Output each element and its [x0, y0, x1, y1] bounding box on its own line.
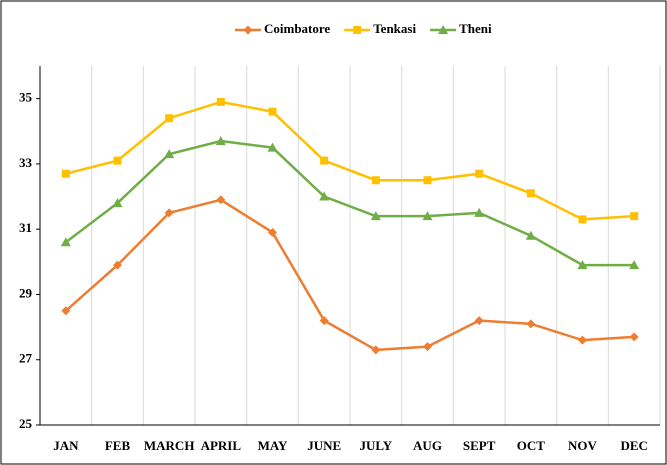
- marker: [578, 215, 587, 224]
- legend-label: Tenkasi: [373, 21, 416, 36]
- marker: [526, 189, 535, 198]
- marker: [215, 136, 226, 146]
- marker: [61, 306, 71, 316]
- x-tick-label: MARCH: [144, 438, 195, 453]
- legend-label: Theni: [459, 21, 492, 36]
- marker: [423, 342, 432, 352]
- marker: [268, 107, 277, 116]
- series-line: [65, 139, 635, 267]
- marker: [578, 335, 587, 345]
- marker: [438, 25, 449, 34]
- series-line: [65, 100, 635, 221]
- marker: [474, 207, 485, 217]
- x-tick-label: JUNE: [307, 438, 341, 453]
- marker: [630, 212, 639, 221]
- marker: [320, 156, 329, 165]
- legend-label: Coimbatore: [264, 21, 330, 36]
- marker: [319, 316, 329, 326]
- marker: [371, 345, 381, 355]
- x-tick-label: FEB: [105, 438, 131, 453]
- x-tick-label: AUG: [413, 438, 442, 453]
- y-tick-label: 27: [19, 351, 33, 366]
- marker: [113, 260, 122, 270]
- y-tick-label: 35: [19, 90, 33, 105]
- y-tick-label: 33: [19, 155, 33, 170]
- y-tick-label: 29: [19, 285, 33, 300]
- marker: [370, 211, 381, 221]
- marker: [164, 208, 174, 218]
- marker: [577, 260, 588, 270]
- y-tick-label: 31: [19, 220, 32, 235]
- marker: [112, 198, 123, 208]
- marker: [525, 230, 536, 240]
- marker: [113, 156, 122, 165]
- x-tick-label: JULY: [359, 438, 392, 453]
- x-tick-label: MAY: [258, 438, 288, 453]
- x-tick-label: JAN: [53, 438, 79, 453]
- marker: [475, 169, 484, 178]
- marker: [268, 227, 277, 237]
- marker: [422, 211, 433, 221]
- y-tick-label: 25: [19, 416, 33, 431]
- marker: [526, 319, 536, 329]
- marker: [319, 191, 330, 201]
- marker: [165, 114, 174, 123]
- marker: [61, 169, 70, 178]
- x-tick-label: SEPT: [463, 438, 496, 453]
- marker: [216, 97, 225, 106]
- marker: [371, 176, 380, 185]
- x-tick-label: DEC: [620, 438, 647, 453]
- marker: [474, 316, 484, 326]
- series-line: [65, 198, 635, 352]
- marker: [629, 332, 639, 342]
- marker: [353, 26, 362, 34]
- x-tick-label: NOV: [568, 438, 598, 453]
- marker: [629, 260, 640, 270]
- marker: [60, 237, 71, 247]
- x-tick-label: OCT: [517, 438, 546, 453]
- marker: [164, 149, 175, 159]
- x-tick-label: APRIL: [201, 438, 242, 453]
- marker: [423, 176, 432, 185]
- marker: [243, 25, 253, 35]
- marker: [267, 142, 278, 152]
- legend: Coimbatore Tenkasi Theni: [235, 21, 492, 36]
- marker: [216, 195, 226, 205]
